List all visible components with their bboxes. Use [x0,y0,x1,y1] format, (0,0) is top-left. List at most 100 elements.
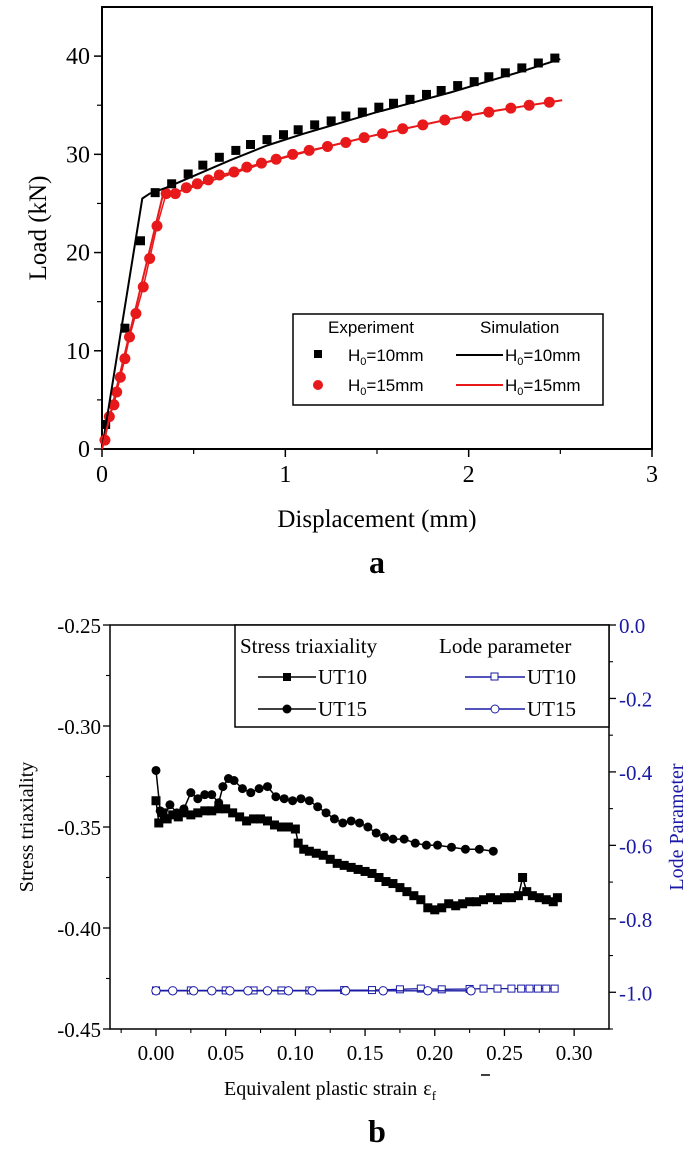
data-point [329,814,339,824]
data-point [231,145,241,155]
y-tick-label: 0 [78,437,90,463]
data-point [527,891,537,901]
panel-b-right-y-ticks: 0.0 -0.2 -0.4 -0.6 -0.8 -1.0 [609,614,653,1030]
data-point [550,984,559,993]
y-tick-label: -0.25 [57,614,101,638]
data-point [388,879,398,889]
data-point [422,89,431,99]
x-tick-label: 0.05 [207,1041,244,1065]
legend-lode-ut15: UT15 [527,697,576,721]
data-point [269,820,279,830]
data-point [479,984,488,993]
data-point [307,986,317,996]
data-point [416,895,426,905]
data-point [460,844,470,854]
data-point [243,986,253,996]
legend-header-simulation: Simulation [480,318,559,337]
data-point [325,854,335,864]
data-point [446,842,456,852]
data-point [271,792,281,802]
data-point [380,832,390,842]
data-point [262,135,272,145]
data-point [283,986,294,996]
data-point [341,111,351,121]
data-point [484,72,494,82]
data-point [507,984,516,993]
data-point [165,800,175,810]
x-tick-label: 1 [279,462,291,488]
data-point [339,860,349,870]
data-point [522,887,532,897]
data-point [293,125,303,135]
data-point [533,58,543,68]
data-point [357,107,367,117]
legend-square-filled-icon [283,673,291,681]
data-point [500,68,510,78]
legend-triax-ut10: UT10 [318,665,367,689]
data-point [221,804,231,814]
data-point [207,986,217,996]
data-point [374,102,384,112]
data-point [193,808,203,818]
data-point [405,94,415,104]
data-point [290,824,300,834]
panel-b-x-ticks: 0.00 0.05 0.10 0.15 0.20 0.25 0.30 [120,1029,593,1065]
y-tick-label: 40 [66,44,90,70]
data-point [421,840,431,850]
data-point [249,814,259,824]
legend-exp-h10: H0=10mm [348,346,424,368]
data-point [466,986,476,996]
data-point [525,984,534,993]
x-tick-label: 3 [646,462,658,488]
data-point [371,828,381,838]
data-point [151,796,161,806]
series-simulation-h0-10mm [101,58,561,450]
data-point [534,893,544,903]
data-point [493,984,502,993]
data-point [465,897,475,907]
panel-b-left-y-ticks: -0.25 -0.30 -0.35 -0.40 -0.45 [57,614,110,1042]
panel-b: -0.25 -0.30 -0.35 -0.40 -0.45 0.0 -0.2 -0.4 -0.… [16,614,688,1149]
data-point [200,806,210,816]
data-point [533,984,542,993]
data-point [486,893,496,903]
y-tick-label: 30 [66,142,90,168]
data-point [409,891,419,901]
panel-a: 0 10 20 30 40 0 1 2 3 Load (kN) Displacement (m… [25,6,658,580]
series-simulation-h0-15mm [101,99,563,450]
data-point [120,323,130,333]
legend-sim-h15: H0=15mm [505,376,581,398]
data-point [200,790,210,800]
panel-b-legend: Stress triaxiality Lode parameter UT10 U… [234,624,610,728]
x-tick-label: 2 [463,462,475,488]
data-point [263,782,273,792]
y-tick-label: -0.35 [57,816,101,840]
y-tick-label: 20 [66,241,90,267]
y-tick-label: -0.30 [57,715,101,739]
x-tick-label: 0.10 [277,1041,314,1065]
data-point [304,846,314,856]
data-point [304,796,314,806]
legend-exp-h15: H0=15mm [348,376,424,398]
data-point [458,899,468,909]
data-point [506,893,516,903]
data-point [276,822,286,832]
data-point [228,808,238,818]
legend-lode-ut10: UT10 [527,665,576,689]
data-point [453,81,463,91]
series-stress-triaxiality-ut10 [151,796,562,915]
data-point [353,864,363,874]
right-y-tick-label: -0.8 [619,908,652,932]
data-point [311,848,321,858]
data-point [235,812,245,822]
panel-b-y-axis-label: Stress triaxiality [16,762,38,893]
data-point [451,901,461,911]
data-point [172,808,182,818]
data-point [436,85,446,95]
data-point [321,808,331,818]
legend-marker-circle-icon [313,380,323,390]
data-point [296,794,306,804]
panel-b-x-axis-label: Equivalent plastic strain εf [224,1078,437,1103]
data-point [479,895,489,905]
y-tick-label: -0.45 [57,1018,101,1042]
